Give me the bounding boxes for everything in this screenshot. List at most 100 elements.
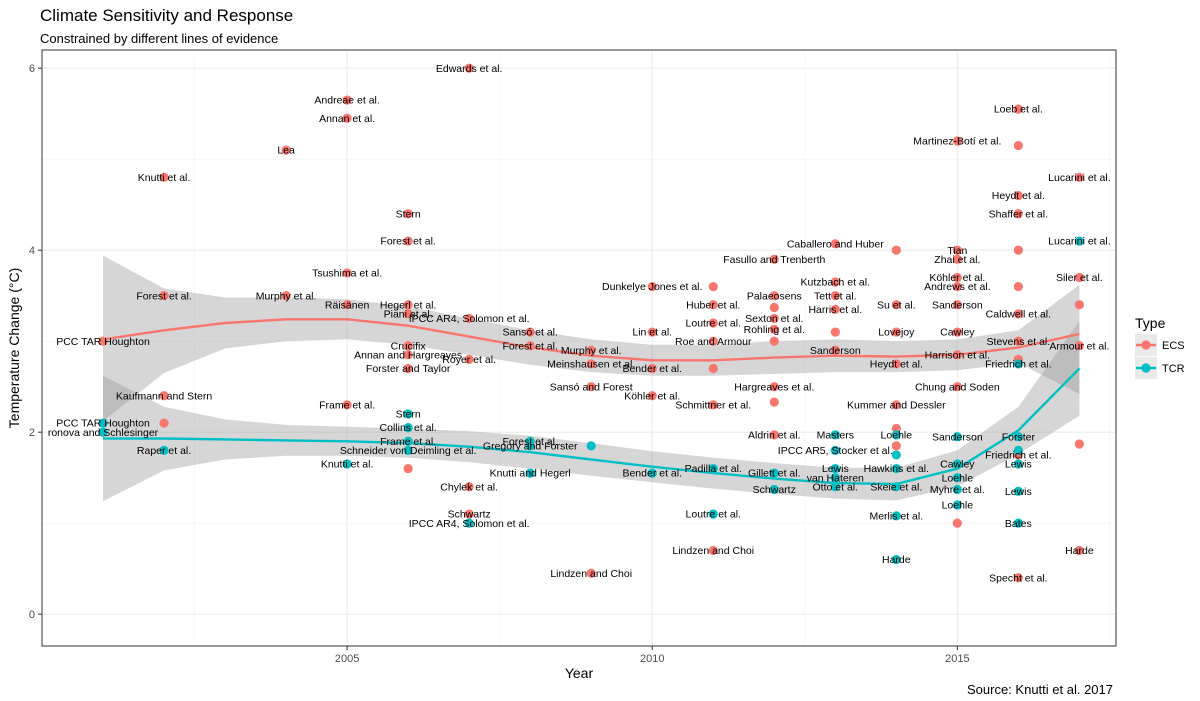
point-label: Tsushima et al.: [312, 268, 382, 280]
point-label: Lin et al.: [632, 327, 672, 339]
point-label: Andreae et al.: [314, 95, 379, 107]
point-label: Lewis: [822, 463, 849, 475]
ecs-point: [342, 113, 352, 123]
point-label: Raper et al.: [137, 445, 191, 457]
ecs-point: [708, 545, 718, 556]
ecs-point: [342, 95, 352, 105]
tcr-point: [1013, 359, 1023, 369]
point-label: Sexton et al.: [745, 313, 803, 325]
ecs-point: [281, 291, 291, 301]
point-label: Chylek et al.: [440, 481, 498, 493]
grid: [42, 50, 1116, 646]
point-label: Chung and Soden: [915, 381, 1000, 393]
ecs-point: [769, 397, 779, 407]
point-label: Kaufmann and Stern: [116, 390, 212, 402]
point-label: Schwartz: [448, 509, 491, 521]
point-label: Caldwell et al.: [986, 308, 1051, 320]
ecs-point: [952, 245, 962, 255]
ecs-point: [647, 281, 657, 292]
ecs-point: [647, 363, 657, 374]
y-axis-title: Temperature Change (°C): [6, 268, 22, 428]
ecs-point: [159, 172, 169, 182]
point-label: Zhai et al.: [934, 254, 980, 266]
point-label: ronova and Schlesinger: [48, 427, 159, 439]
point-label: Collins et al.: [380, 422, 437, 434]
tcr-point: [830, 463, 840, 474]
point-label: Lindzen and Choi: [672, 545, 754, 557]
point-label: Siler et al.: [1056, 272, 1103, 284]
point-label: Annan et al.: [319, 113, 375, 125]
point-label: Aldrin et al.: [748, 429, 801, 441]
point-label: Kutzbach et al.: [801, 277, 870, 289]
point-label: Piani et al.: [384, 308, 433, 320]
point-label: Su et al.: [877, 299, 916, 311]
point-label: Huber et al.: [686, 299, 740, 311]
ecs-point: [403, 236, 413, 246]
ecs-point: [342, 268, 352, 278]
point-label: Schneider von Deimling et al.: [340, 445, 477, 457]
ecs-point: [403, 350, 413, 360]
ecs-point: [952, 382, 962, 392]
point-label: Andrews et al.: [924, 281, 991, 293]
y-tick-label: 6: [29, 63, 35, 75]
point-label: Martinez-Botí et al.: [913, 136, 1001, 148]
point-label: IPCC AR5, Stocker et al.: [778, 445, 893, 457]
tcr-point: [952, 459, 962, 469]
point-label: Stern: [396, 409, 421, 421]
point-label: Forster: [1002, 431, 1036, 443]
point-label: Loehle: [942, 500, 974, 512]
point-label: IPCC AR4, Solomon et al.: [409, 518, 530, 530]
point-label: Köhler et al.: [624, 390, 680, 402]
point-label: Friedrich et al.: [985, 450, 1052, 462]
ecs-point: [891, 400, 901, 410]
point-label: Hegerl et al.: [380, 299, 437, 311]
ecs-point: [403, 300, 413, 310]
confidence-bands: [103, 255, 1080, 502]
ecs-point: [586, 359, 596, 369]
smooth-lines: [102, 318, 1081, 486]
ecs-point: [1013, 309, 1023, 319]
point-label: Gregory and Forster: [483, 440, 578, 452]
ecs-point: [464, 354, 474, 364]
tcr-point: [830, 430, 840, 440]
ecs-point: [464, 313, 474, 324]
panel-border: [41, 49, 1117, 647]
point-label: Merlis et al.: [869, 510, 923, 522]
ecs-point: [647, 391, 657, 401]
tcr-smooth-line: [103, 367, 1081, 486]
point-label: Forest et al.: [502, 436, 557, 448]
tcr-point: [586, 441, 596, 451]
y-tick-label: 4: [29, 245, 35, 257]
point-label: Schmittner et al.: [675, 399, 751, 411]
ecs-point: [342, 300, 352, 310]
point-label: Frame et al.: [380, 436, 436, 448]
point-label: Heydt et al.: [992, 190, 1045, 202]
ecs-point: [708, 363, 718, 374]
point-label: Knutti et al.: [138, 172, 191, 184]
point-label: PCC TAR Houghton: [56, 418, 150, 430]
tcr-point: [952, 473, 962, 483]
point-label: Dunkelye Jones et al.: [602, 281, 702, 293]
point-label: Knutti et al.: [321, 459, 374, 471]
point-label: Myhre et al.: [930, 484, 985, 496]
ecs-point: [403, 363, 413, 374]
ecs-point: [830, 239, 840, 249]
tcr-point: [708, 463, 718, 474]
legend: Type ECS TCR: [1135, 315, 1185, 379]
ecs-point: [159, 291, 169, 301]
tcr-point: [525, 468, 535, 478]
y-tick-label: 0: [29, 609, 35, 621]
ecs-point: [1013, 573, 1023, 583]
point-label: Cawley: [940, 459, 975, 471]
point-label: Otto et al.: [813, 481, 859, 493]
point-labels: PCC TAR Houghton Forest et al. Knutti et a…: [48, 63, 1111, 585]
ecs-point: [1013, 336, 1023, 346]
point-label: Murphy et al.: [561, 345, 622, 357]
ecs-point: [403, 341, 413, 351]
point-label: Harde: [882, 554, 911, 566]
ecs-point: [281, 145, 291, 155]
point-label: Lewis: [1005, 486, 1032, 498]
point-label: Meinshausen et al.: [547, 359, 635, 371]
point-label: Forest et al.: [136, 290, 191, 302]
point-label: Schwartz: [753, 484, 796, 496]
